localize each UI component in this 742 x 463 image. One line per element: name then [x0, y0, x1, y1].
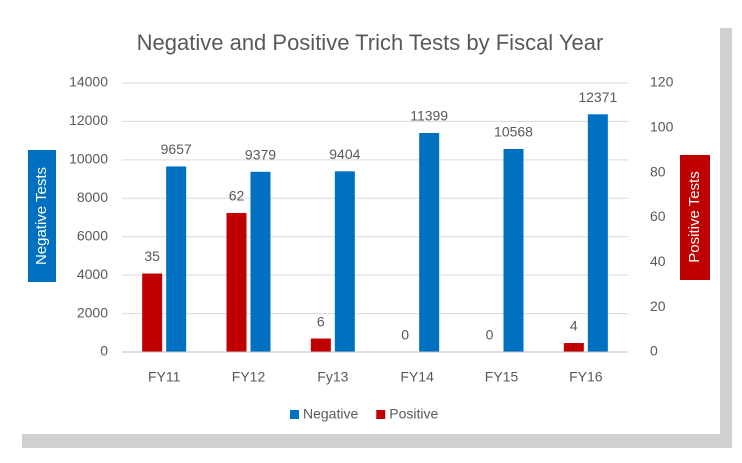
y-tick-label: 2000: [77, 304, 108, 320]
data-label: 9657: [161, 141, 192, 157]
card: [14, 20, 720, 434]
bar: [503, 148, 524, 352]
bar: [587, 114, 608, 352]
y2-tick-label: 120: [650, 74, 674, 90]
y2-tick-label: 0: [650, 343, 658, 359]
bar: [250, 171, 271, 352]
bar: [226, 213, 247, 352]
x-tick-label: FY15: [485, 369, 519, 385]
y2-tick-label: 60: [650, 208, 666, 224]
legend-swatch: [290, 410, 299, 419]
bar: [166, 166, 187, 352]
y-tick-label: 4000: [77, 266, 108, 282]
y-axis-title-box: [28, 150, 56, 282]
y2-axis-title-box: [680, 155, 710, 280]
y2-axis-title: Positive Tests: [686, 171, 703, 262]
y-tick-label: 6000: [77, 227, 108, 243]
data-label: 6: [317, 313, 325, 329]
y2-tick-label: 80: [650, 163, 666, 179]
bar: [142, 273, 163, 352]
data-label: 10568: [494, 124, 533, 140]
x-tick-label: FY12: [232, 369, 266, 385]
data-label: 0: [486, 327, 494, 343]
legend-label: Negative: [303, 406, 358, 422]
y-tick-label: 12000: [69, 112, 108, 128]
x-tick-label: FY14: [400, 369, 434, 385]
legend-swatch: [376, 410, 386, 419]
x-tick-label: FY11: [148, 369, 181, 385]
x-tick-label: Fy13: [317, 369, 348, 385]
bar: [563, 343, 584, 352]
y-tick-label: 14000: [69, 74, 108, 90]
data-label: 12371: [578, 89, 617, 105]
bar: [419, 132, 440, 352]
y-tick-label: 8000: [77, 189, 108, 205]
legend-label: Positive: [389, 406, 438, 422]
y-tick-label: 10000: [69, 151, 108, 167]
y-tick-label: 0: [100, 343, 108, 359]
data-label: 11399: [410, 108, 448, 124]
x-tick-label: FY16: [569, 369, 603, 385]
chart-title: Negative and Positive Trich Tests by Fis…: [137, 30, 604, 55]
data-label: 4: [570, 318, 578, 334]
y2-tick-label: 100: [650, 119, 674, 135]
data-label: 0: [401, 327, 409, 343]
data-label: 35: [144, 248, 160, 264]
y2-tick-label: 40: [650, 253, 666, 269]
bar: [310, 338, 331, 352]
data-label: 9379: [245, 146, 276, 162]
data-label: 9404: [329, 146, 360, 162]
bar: [334, 171, 355, 352]
data-label: 62: [229, 188, 245, 204]
y2-tick-label: 20: [650, 298, 666, 314]
y-axis-title: Negative Tests: [33, 167, 50, 265]
